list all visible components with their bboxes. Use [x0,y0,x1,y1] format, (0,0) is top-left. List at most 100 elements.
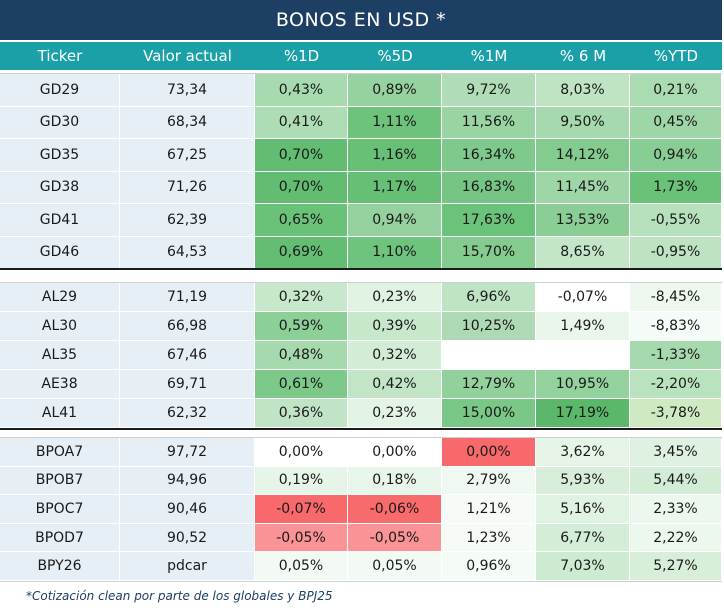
column-header: % 6 M [559,47,607,65]
change-6m-cell: 6,77% [536,523,630,553]
change-1m-cell: 15,70% [442,236,536,269]
ticker-cell: GD29 [0,74,120,107]
change-6m-cell: 17,19% [536,399,630,428]
table-row: BPOA7 97,72 0,00% 0,00% 0,00% 3,62% 3,45% [0,438,722,467]
table-row: GD30 68,34 0,41% 1,11% 11,56% 9,50% 0,45% [0,106,722,139]
change-ytd-cell: -0,55% [630,204,722,237]
change-6m-cell: 1,49% [536,312,630,341]
change-ytd-cell: 2,22% [630,523,722,553]
price-cell: 64,53 [120,236,255,269]
change-6m-cell: 13,53% [536,204,630,237]
change-ytd-cell: -8,45% [630,283,722,312]
table-row: AL35 67,46 0,48% 0,32% -1,33% [0,341,722,370]
change-ytd-cell: 0,94% [630,139,722,172]
change-1m-cell: 2,79% [442,466,536,496]
change-1d-cell: 0,48% [255,341,348,370]
change-1d-cell: 0,43% [255,74,348,107]
change-ytd-cell: 3,45% [630,438,722,467]
change-1d-cell: 0,05% [255,552,348,581]
change-6m-cell: 8,03% [536,74,630,107]
change-1m-cell: 12,79% [442,370,536,399]
ticker-cell: BPOA7 [0,438,120,467]
group-bpo-bonds: BPOA7 97,72 0,00% 0,00% 0,00% 3,62% 3,45% BPOB7… [0,437,722,582]
change-6m-cell: 14,12% [536,139,630,172]
price-cell: 62,39 [120,204,255,237]
ticker-cell: GD38 [0,171,120,204]
ticker-cell: AL41 [0,399,120,428]
change-5d-cell: 0,89% [348,74,442,107]
change-6m-cell: 5,93% [536,466,630,496]
change-5d-cell: 1,10% [348,236,442,269]
change-1m-cell: 0,00% [442,438,536,467]
change-1d-cell: -0,05% [255,523,348,553]
change-1m-cell: 1,21% [442,495,536,524]
change-1m-cell: 16,83% [442,171,536,204]
group-al-bonds: AL29 71,19 0,32% 0,23% 6,96% -0,07% -8,45% AL30… [0,282,722,429]
ticker-cell: GD46 [0,236,120,269]
column-header: Ticker [37,47,83,65]
footnote: *Cotización clean por parte de los globa… [26,589,333,603]
ticker-cell: AL30 [0,312,120,341]
change-1d-cell: 0,00% [255,438,348,467]
price-cell: 94,96 [120,466,255,496]
change-1m-cell: 1,23% [442,523,536,553]
table-row: BPOB7 94,96 0,19% 0,18% 2,79% 5,93% 5,44% [0,466,722,496]
price-cell: 71,19 [120,283,255,312]
change-1d-cell: 0,59% [255,312,348,341]
change-ytd-cell: 0,45% [630,106,722,139]
table-row: GD29 73,34 0,43% 0,89% 9,72% 8,03% 0,21% [0,74,722,107]
change-1d-cell: 0,19% [255,466,348,496]
ticker-cell: BPOC7 [0,495,120,524]
ticker-cell: AL29 [0,283,120,312]
change-5d-cell: 0,42% [348,370,442,399]
change-5d-cell: 0,18% [348,466,442,496]
change-ytd-cell: 1,73% [630,171,722,204]
change-1d-cell: 0,69% [255,236,348,269]
price-cell: pdcar [120,552,255,581]
change-5d-cell: 0,94% [348,204,442,237]
group-gd-bonds: GD29 73,34 0,43% 0,89% 9,72% 8,03% 0,21% GD30 68… [0,73,722,270]
ticker-cell: AE38 [0,370,120,399]
table-row: GD41 62,39 0,65% 0,94% 17,63% 13,53% -0,55% [0,204,722,237]
table-row: AL29 71,19 0,32% 0,23% 6,96% -0,07% -8,45% [0,283,722,312]
change-ytd-cell: -1,33% [630,341,722,370]
price-cell: 68,34 [120,106,255,139]
table-row: GD38 71,26 0,70% 1,17% 16,83% 11,45% 1,73% [0,171,722,204]
change-1d-cell: 0,41% [255,106,348,139]
change-6m-cell: 3,62% [536,438,630,467]
change-1m-cell: 17,63% [442,204,536,237]
table-row: AL30 66,98 0,59% 0,39% 10,25% 1,49% -8,83% [0,312,722,341]
change-6m-cell: 9,50% [536,106,630,139]
change-5d-cell: 0,39% [348,312,442,341]
column-header: %5D [377,47,413,65]
table-row: GD46 64,53 0,69% 1,10% 15,70% 8,65% -0,95% [0,236,722,269]
change-5d-cell: 1,16% [348,139,442,172]
price-cell: 69,71 [120,370,255,399]
change-1d-cell: 0,70% [255,139,348,172]
ticker-cell: GD41 [0,204,120,237]
price-cell: 67,46 [120,341,255,370]
group-separator [0,268,722,270]
change-5d-cell: 0,32% [348,341,442,370]
table-row: GD35 67,25 0,70% 1,16% 16,34% 14,12% 0,94% [0,139,722,172]
change-5d-cell: 1,17% [348,171,442,204]
change-ytd-cell: -0,95% [630,236,722,269]
change-1d-cell: 0,70% [255,171,348,204]
price-cell: 90,46 [120,495,255,524]
change-1d-cell: 0,61% [255,370,348,399]
price-cell: 73,34 [120,74,255,107]
change-5d-cell: 0,00% [348,438,442,467]
change-ytd-cell: 2,33% [630,495,722,524]
change-ytd-cell: 0,21% [630,74,722,107]
ticker-cell: BPY26 [0,552,120,581]
column-header: %YTD [653,47,699,65]
change-5d-cell: 0,23% [348,399,442,428]
change-6m-cell: 5,16% [536,495,630,524]
price-cell: 71,26 [120,171,255,204]
price-cell: 62,32 [120,399,255,428]
change-ytd-cell: -3,78% [630,399,722,428]
table-row: BPY26 pdcar 0,05% 0,05% 0,96% 7,03% 5,27% [0,552,722,581]
change-1m-cell: 6,96% [442,283,536,312]
change-1m-cell: 11,56% [442,106,536,139]
table-row: BPOD7 90,52 -0,05% -0,05% 1,23% 6,77% 2,22% [0,523,722,553]
